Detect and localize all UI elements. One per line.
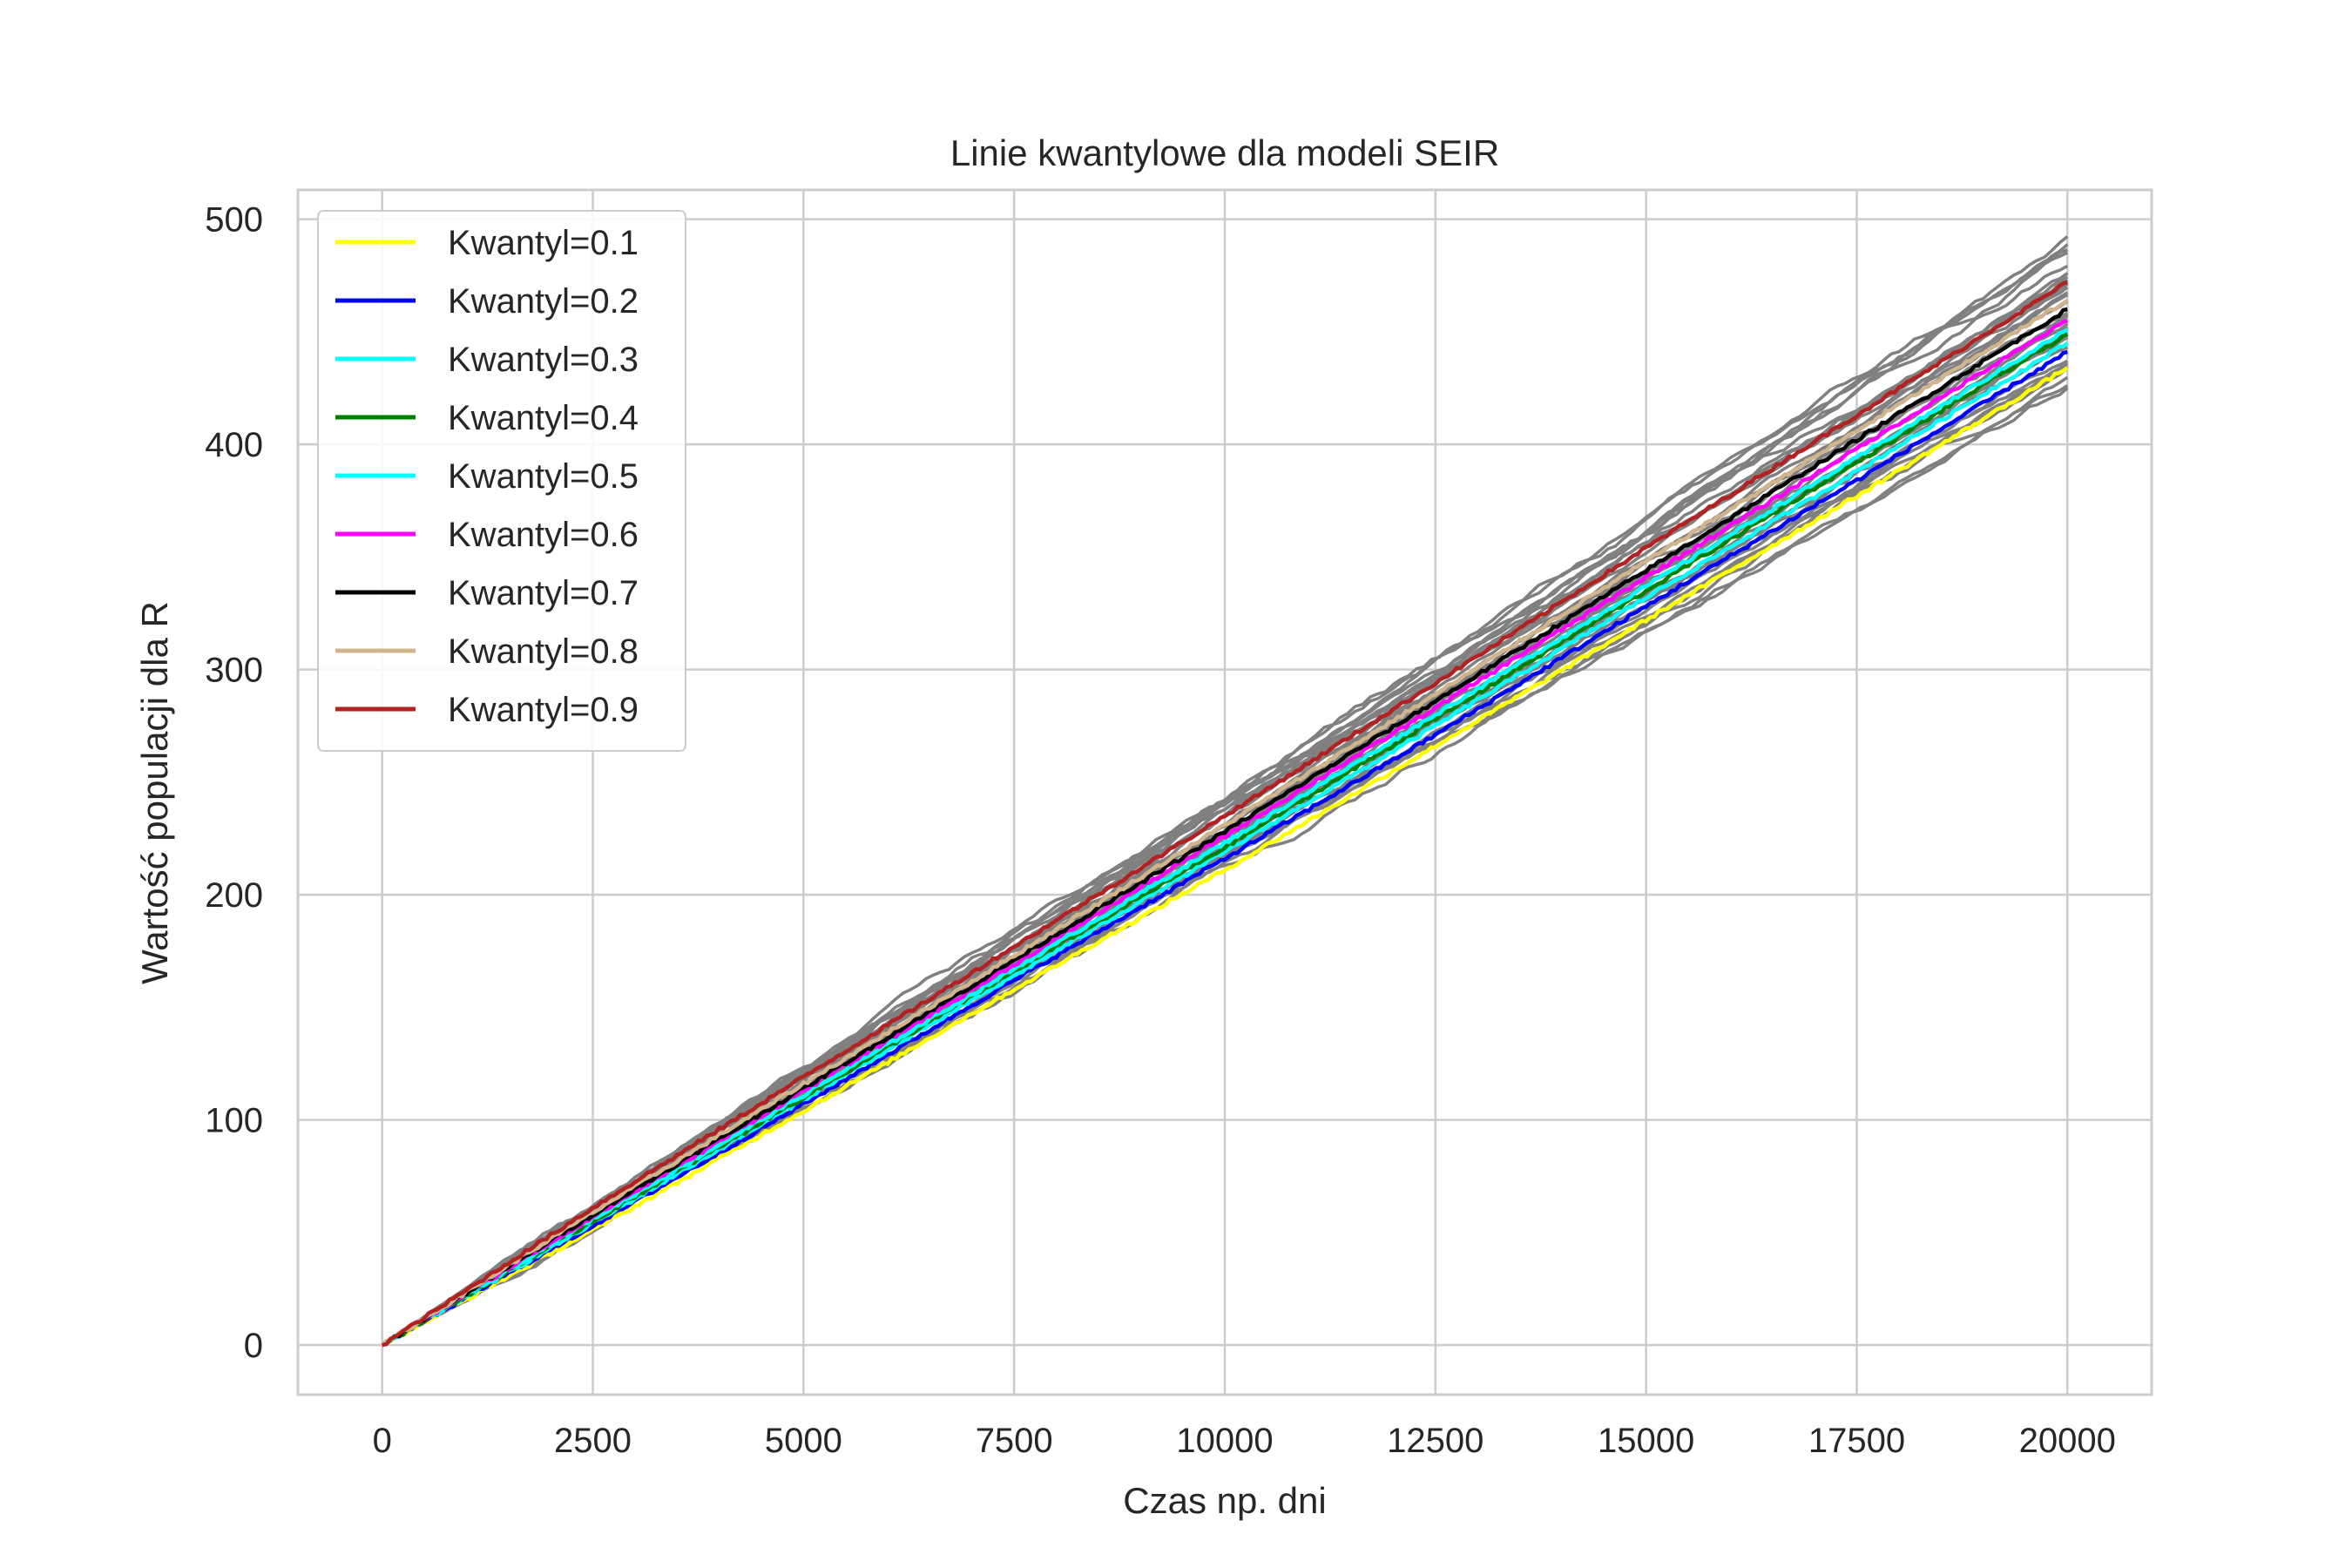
quantile-line-8 (381, 298, 2069, 1347)
simulation-line (381, 275, 2069, 1347)
legend-label: Kwantyl=0.1 (448, 224, 639, 262)
quantile-line-2 (382, 349, 2068, 1348)
y-tick-label: 200 (205, 876, 263, 915)
quantile-line-3 (381, 341, 2069, 1347)
legend: Kwantyl=0.1 Kwantyl=0.2 Kwantyl=0.3 Kwantyl… (317, 210, 686, 752)
x-tick-label: 12500 (1387, 1422, 1484, 1460)
quantile-lines (381, 280, 2069, 1348)
legend-label: Kwantyl=0.7 (448, 574, 639, 612)
quantile-line-1 (382, 366, 2069, 1348)
x-tick-label: 17500 (1808, 1422, 1905, 1460)
quantile-line-7 (381, 307, 2068, 1348)
x-tick-label: 7500 (976, 1422, 1053, 1460)
quantile-line-9 (382, 280, 2068, 1348)
quantile-line-6 (381, 318, 2069, 1348)
legend-label: Kwantyl=0.6 (448, 516, 639, 554)
y-tick-labels: 0 100 200 300 400 500 (205, 201, 263, 1366)
y-tick-label: 300 (205, 652, 263, 690)
x-axis-label: Czas np. dni (1123, 1480, 1326, 1521)
legend-label: Kwantyl=0.5 (448, 457, 639, 496)
x-tick-label: 15000 (1598, 1422, 1694, 1460)
legend-box (317, 210, 686, 752)
plot-frame (296, 188, 2153, 1396)
simulation-line (381, 248, 2068, 1347)
chart-title: Linie kwantylowe dla modeli SEIR (950, 132, 1499, 173)
y-tick-label: 500 (205, 201, 263, 240)
quantile-line-5 (382, 328, 2069, 1348)
x-tick-label: 10000 (1176, 1422, 1273, 1460)
x-tick-label: 2500 (554, 1422, 632, 1460)
legend-label: Kwantyl=0.2 (448, 282, 639, 321)
x-tick-label: 20000 (2019, 1422, 2116, 1460)
y-tick-label: 400 (205, 426, 263, 464)
x-tick-label: 0 (373, 1422, 392, 1460)
legend-label: Kwantyl=0.9 (448, 691, 639, 729)
legend-label: Kwantyl=0.4 (448, 399, 639, 437)
legend-label: Kwantyl=0.8 (448, 632, 639, 671)
x-tick-label: 5000 (765, 1422, 842, 1460)
x-tick-labels: 0 2500 5000 7500 10000 12500 15000 17500 20000 (373, 1422, 2116, 1460)
y-tick-label: 0 (244, 1327, 263, 1365)
y-axis-label: Wartość populacji dla R (134, 601, 175, 984)
legend-label: Kwantyl=0.3 (448, 341, 639, 379)
y-tick-label: 100 (205, 1102, 263, 1140)
